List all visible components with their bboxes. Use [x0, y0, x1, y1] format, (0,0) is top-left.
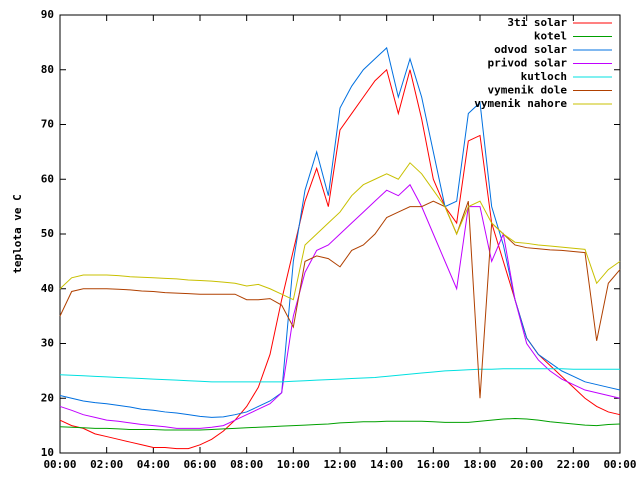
x-tick-label: 06:00 [183, 458, 216, 471]
y-tick-label: 90 [41, 8, 54, 21]
legend-label: odvod solar [494, 43, 567, 56]
x-tick-label: 02:00 [90, 458, 123, 471]
y-tick-label: 50 [41, 227, 54, 240]
y-tick-label: 80 [41, 63, 54, 76]
y-tick-label: 20 [41, 391, 54, 404]
x-tick-label: 12:00 [323, 458, 356, 471]
x-tick-label: 16:00 [417, 458, 450, 471]
legend-label: vymenik nahore [474, 97, 567, 110]
y-tick-label: 60 [41, 172, 54, 185]
x-tick-label: 00:00 [43, 458, 76, 471]
y-tick-label: 10 [41, 446, 54, 459]
legend-label: kotel [534, 30, 567, 43]
y-tick-label: 30 [41, 337, 54, 350]
x-tick-label: 00:00 [603, 458, 636, 471]
legend-label: 3ti solar [507, 16, 567, 29]
y-axis-label: teplota ve C [11, 194, 24, 273]
legend-label: vymenik dole [488, 84, 568, 97]
series-line [59, 183, 621, 429]
y-tick-label: 40 [41, 282, 54, 295]
x-tick-label: 20:00 [510, 458, 543, 471]
series-line [59, 418, 621, 431]
x-tick-label: 18:00 [463, 458, 496, 471]
x-tick-label: 14:00 [370, 458, 403, 471]
y-tick-label: 70 [41, 118, 54, 131]
series-line [59, 368, 620, 383]
legend-label: privod solar [488, 57, 568, 70]
x-tick-label: 04:00 [137, 458, 170, 471]
x-tick-label: 22:00 [557, 458, 590, 471]
series-line [59, 162, 621, 301]
x-tick-label: 10:00 [277, 458, 310, 471]
legend-label: kutloch [521, 70, 567, 83]
x-tick-label: 08:00 [230, 458, 263, 471]
series-line [59, 200, 621, 399]
series-line [59, 68, 621, 450]
series-line [59, 46, 621, 418]
